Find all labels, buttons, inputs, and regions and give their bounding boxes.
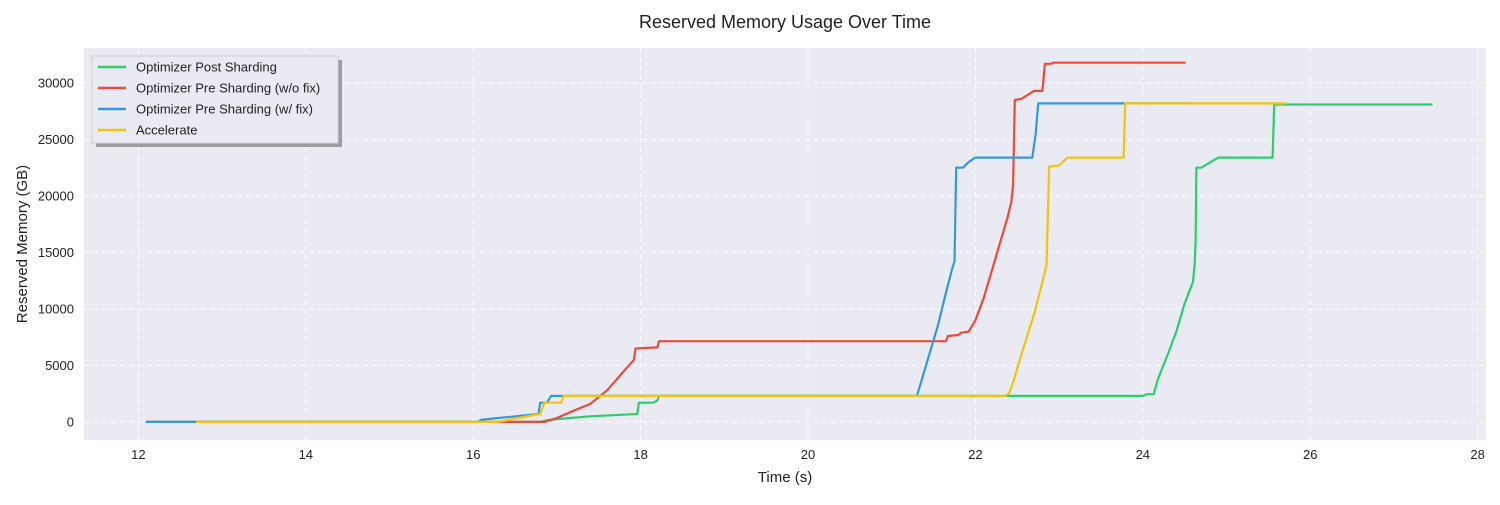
legend-label: Accelerate bbox=[136, 123, 197, 138]
y-tick-label: 10000 bbox=[38, 301, 74, 316]
series-line-1 bbox=[145, 103, 1433, 423]
y-tick-label: 15000 bbox=[38, 245, 74, 260]
y-tick-label: 5000 bbox=[45, 358, 74, 373]
series-line-2 bbox=[145, 61, 1186, 423]
x-tick-label: 28 bbox=[1470, 447, 1484, 462]
legend-items: Optimizer Post Sharding Optimizer Pre Sha… bbox=[98, 60, 320, 138]
x-tick-label: 16 bbox=[466, 447, 480, 462]
x-tick-label: 12 bbox=[131, 447, 145, 462]
x-tick-label: 24 bbox=[1136, 447, 1150, 462]
y-tick-label: 30000 bbox=[38, 76, 74, 91]
legend-label: Optimizer Post Sharding bbox=[136, 60, 277, 75]
series-line-3 bbox=[145, 102, 1190, 423]
x-tick-label: 26 bbox=[1303, 447, 1317, 462]
y-tick-label: 25000 bbox=[38, 132, 74, 147]
legend-box bbox=[91, 55, 339, 144]
legend-label: Optimizer Pre Sharding (w/o fix) bbox=[136, 81, 320, 96]
x-tick-label: 20 bbox=[801, 447, 815, 462]
y-tick-label: 0 bbox=[67, 414, 74, 429]
chart-title: Reserved Memory Usage Over Time bbox=[639, 12, 931, 32]
tick-layer: 12 14 16 18 20 22 24 26 28 0 5000 10000 15000 20000 25… bbox=[38, 76, 1485, 462]
x-axis-label: Time (s) bbox=[758, 469, 812, 486]
series-line-4 bbox=[195, 102, 1287, 423]
legend-label: Optimizer Pre Sharding (w/ fix) bbox=[136, 102, 313, 117]
x-tick-label: 22 bbox=[968, 447, 982, 462]
legend: Optimizer Post Sharding Optimizer Pre Sha… bbox=[91, 55, 342, 147]
y-tick-label: 20000 bbox=[38, 188, 74, 203]
x-tick-label: 18 bbox=[633, 447, 647, 462]
x-tick-label: 14 bbox=[299, 447, 313, 462]
series-layer bbox=[145, 61, 1433, 423]
y-axis-label: Reserved Memory (GB) bbox=[14, 165, 31, 323]
